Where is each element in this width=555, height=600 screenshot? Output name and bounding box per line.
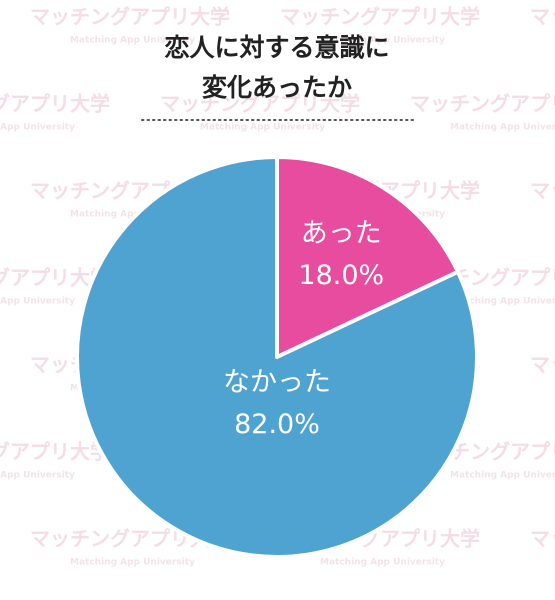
- watermark-subtext: Matching App University: [450, 471, 555, 481]
- watermark-text: マッチングアプリ大学: [530, 179, 555, 203]
- watermark-text: マッチングアプリ大学: [530, 353, 555, 377]
- watermark-subtext: Matching App University: [70, 558, 195, 568]
- slice-value-label: 18.0%: [298, 260, 384, 291]
- watermark-text: マッチングアプリ大学: [0, 92, 110, 116]
- pie-slice: [275, 155, 460, 359]
- watermark-subtext: Matching App University: [0, 471, 75, 481]
- slice-value-label: 82.0%: [234, 409, 320, 440]
- watermark-text: マッチングアプリ大学: [30, 5, 230, 29]
- pie: あった 18.0% なかった 82.0%: [75, 155, 479, 559]
- watermark-subtext: Matching App University: [450, 123, 555, 133]
- chart-title: 変化あったか: [202, 73, 352, 102]
- watermark-text: マッチングアプリ大学: [530, 527, 555, 551]
- pie-slice: [75, 155, 479, 559]
- slice-label: あった: [301, 218, 382, 249]
- watermark-subtext: Matching App University: [0, 297, 75, 307]
- watermark-text: マッチングアプリ大学: [530, 5, 555, 29]
- watermark-subtext: Matching App University: [70, 36, 195, 46]
- chart-title: 恋人に対する意識に: [164, 33, 389, 62]
- watermark-subtext: Matching App University: [450, 297, 555, 307]
- watermark-subtext: Matching App University: [200, 123, 325, 133]
- watermark-text: マッチングアプリ大学: [280, 5, 480, 29]
- watermark-text: マッチングアプリ大学: [0, 440, 110, 464]
- watermark-subtext: Matching App University: [320, 36, 445, 46]
- watermark-subtext: Matching App University: [70, 210, 195, 220]
- slice-label: なかった: [223, 367, 331, 398]
- watermark-text: マッチングアプリ大学: [160, 92, 360, 116]
- watermark-subtext: Matching App University: [320, 558, 445, 568]
- watermark-text: マッチングアプリ大学: [410, 92, 555, 116]
- watermark-subtext: Matching App University: [0, 123, 75, 133]
